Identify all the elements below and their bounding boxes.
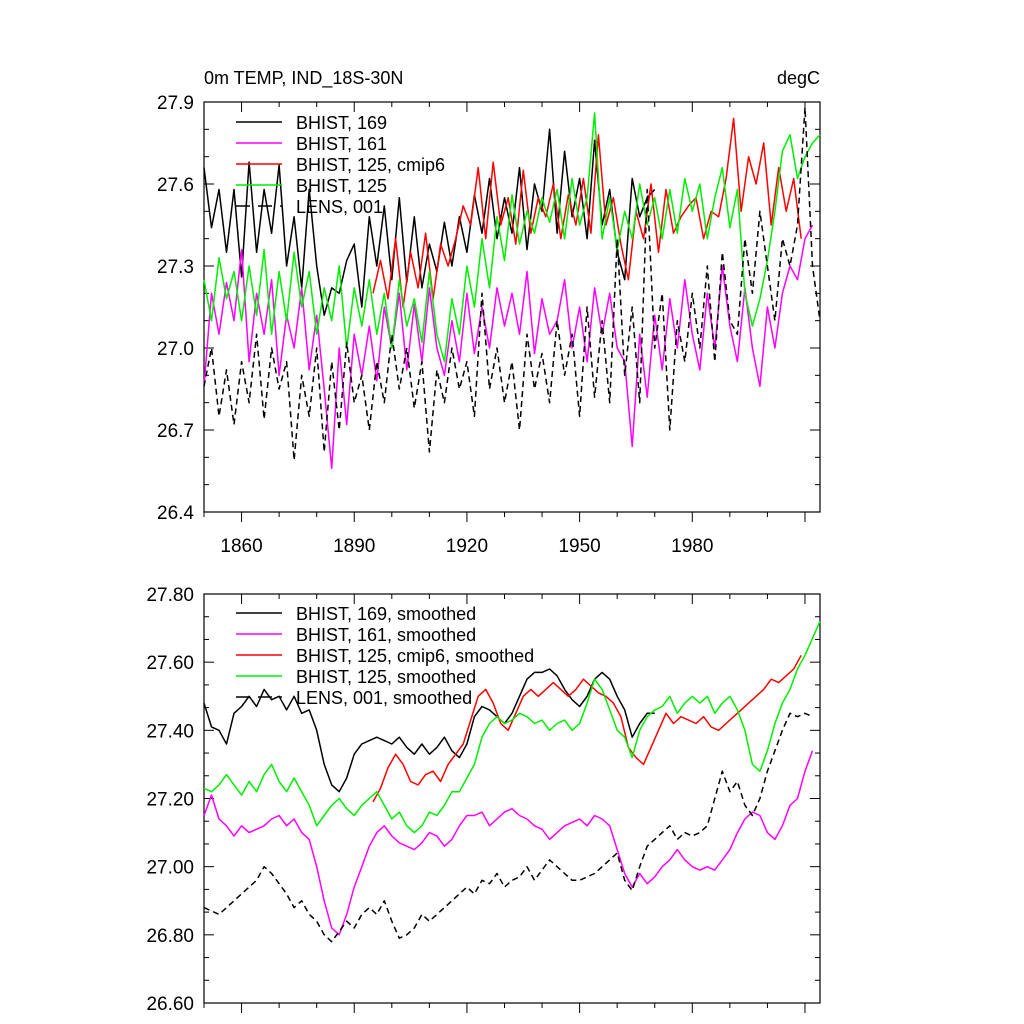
- legend-label: LENS, 001: [296, 197, 383, 217]
- x-tick-label: 1980: [671, 536, 713, 557]
- x-tick-label: 1950: [558, 536, 600, 557]
- top-panel: 26.4 26.7 27.0 27.3 27.6 27.9 1860 1890 1920 1950…: [157, 68, 821, 557]
- y-tick-label: 27.60: [146, 653, 194, 674]
- legend-label: BHIST, 125, smoothed: [296, 667, 476, 687]
- series-line-2: [203, 224, 814, 470]
- series-line-5: [203, 106, 821, 461]
- units-label: degC: [777, 68, 820, 88]
- y-tick-label: 27.80: [146, 585, 194, 606]
- series-line-1: [203, 128, 656, 316]
- y-tick-label: 26.4: [157, 503, 194, 524]
- legend-label: BHIST, 161: [296, 134, 387, 154]
- x-tick-label: 1890: [333, 536, 375, 557]
- y-tick-label: 27.6: [157, 175, 194, 196]
- x-tick-label: 1920: [446, 536, 488, 557]
- series-line-3: [372, 654, 802, 803]
- series-line-2: [203, 750, 814, 936]
- y-tick-label: 27.9: [157, 93, 194, 114]
- y-tick-label: 27.00: [146, 858, 194, 879]
- bottom-panel: 26.60 26.80 27.00 27.20 27.40 27.60 27.80 BHIST…: [146, 585, 821, 1015]
- legend-label: BHIST, 125, cmip6: [296, 155, 445, 175]
- plot-frame: [203, 101, 821, 513]
- x-tick-label: 1860: [220, 536, 262, 557]
- series-line-4: [203, 112, 821, 363]
- legend-label: BHIST, 169, smoothed: [296, 604, 476, 624]
- y-tick-label: 26.60: [146, 994, 194, 1015]
- y-tick-label: 27.20: [146, 790, 194, 811]
- y-tick-label: 27.3: [157, 257, 194, 278]
- chart-title: 0m TEMP, IND_18S-30N: [204, 68, 403, 89]
- legend-label: BHIST, 125: [296, 176, 387, 196]
- legend-label: BHIST, 161, smoothed: [296, 625, 476, 645]
- legend-label: LENS, 001, smoothed: [296, 688, 472, 708]
- series-line-5: [203, 712, 813, 943]
- legend-label: BHIST, 169: [296, 113, 387, 133]
- y-tick-label: 27.0: [157, 339, 194, 360]
- series-line-1: [203, 668, 655, 793]
- legend-label: BHIST, 125, cmip6, smoothed: [296, 646, 534, 666]
- series-line-3: [372, 117, 802, 308]
- y-tick-label: 26.7: [157, 421, 194, 442]
- y-tick-label: 27.40: [146, 721, 194, 742]
- series-line-4: [203, 620, 821, 834]
- y-tick-label: 26.80: [146, 926, 194, 947]
